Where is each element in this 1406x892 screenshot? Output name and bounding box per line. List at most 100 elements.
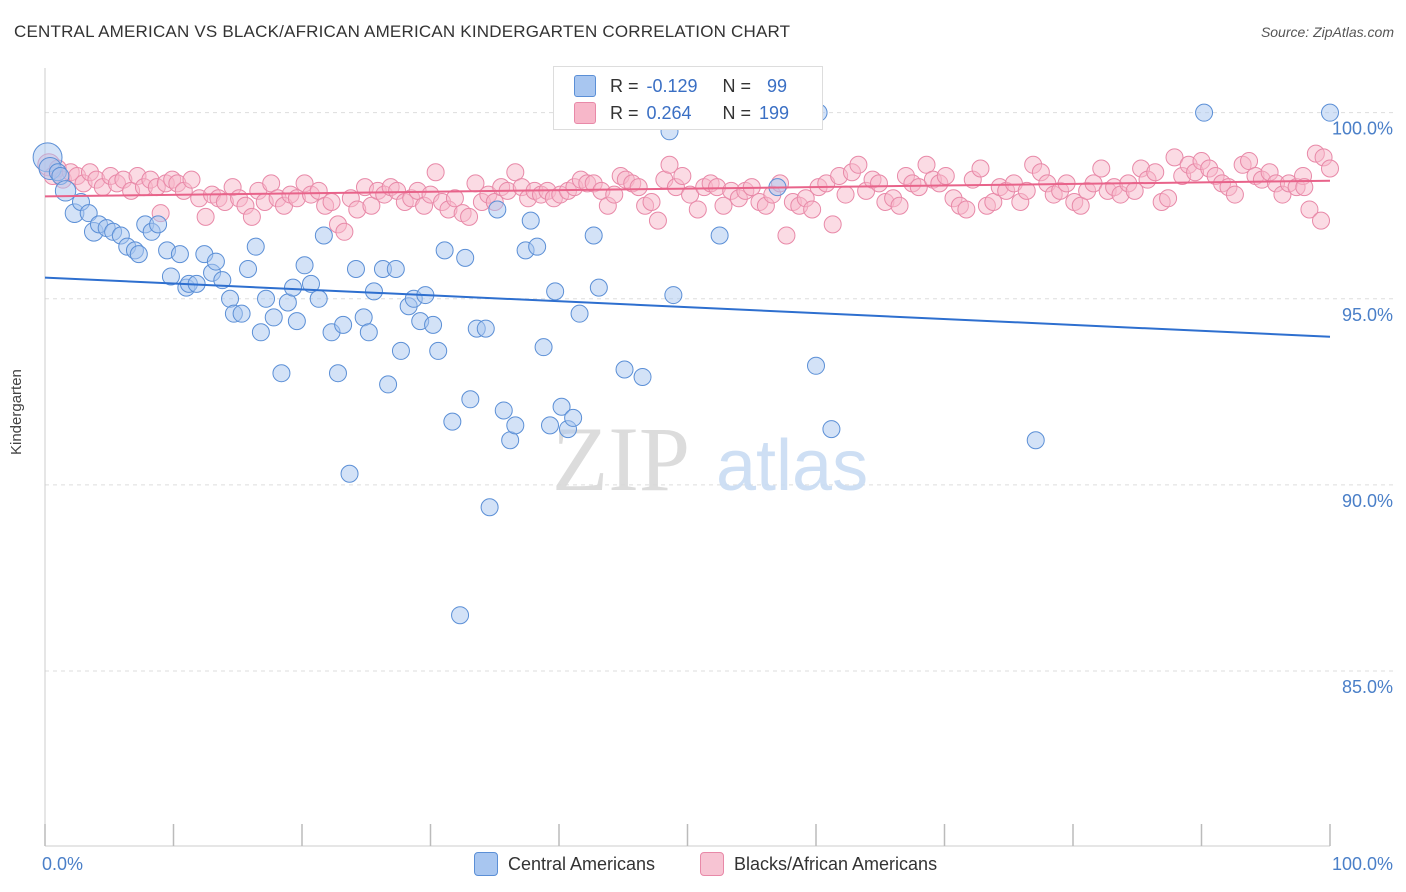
legend-label-central: Central Americans (508, 853, 656, 874)
central-point (429, 341, 448, 360)
central-point (461, 390, 480, 409)
central-point (170, 245, 189, 264)
blacks-point (957, 200, 976, 219)
blacks-point (777, 226, 796, 245)
blacks-point (803, 200, 822, 219)
chart-title: CENTRAL AMERICAN VS BLACK/AFRICAN AMERIC… (14, 22, 791, 41)
central-point (239, 260, 258, 279)
trend-lines (44, 179, 1331, 338)
central-point (161, 267, 180, 286)
central-point (564, 408, 583, 427)
watermark-atlas: atlas (716, 426, 868, 506)
blacks-point (1092, 159, 1111, 178)
blacks-point (1300, 200, 1319, 219)
central-point (272, 364, 291, 383)
central-point (546, 282, 565, 301)
central-point (528, 237, 547, 256)
central-point (488, 200, 507, 219)
blacks-point (629, 178, 648, 197)
blacks-point (445, 189, 464, 208)
central-point (213, 271, 232, 290)
blacks-point (335, 222, 354, 241)
blacks-point (1295, 178, 1314, 197)
central-point (364, 282, 383, 301)
blacks-point (1146, 163, 1165, 182)
central-point (1321, 103, 1339, 122)
y-tick-label: 85.0% (1342, 677, 1393, 697)
blacks-point (196, 207, 215, 226)
central-point (589, 278, 608, 297)
stats-row-blacks: R = 0.264 N = 199 (574, 101, 789, 125)
central-point (359, 323, 378, 342)
r-label: R = (610, 75, 639, 96)
n-value: 99 (767, 75, 788, 96)
blacks-point (984, 193, 1003, 212)
central-point (807, 356, 825, 375)
central-point (633, 367, 652, 386)
watermark: ZIP atlas (552, 408, 868, 510)
legend-label-blacks: Blacks/African Americans (734, 853, 938, 874)
central-point (615, 360, 634, 379)
central-point (149, 215, 168, 234)
blacks-point (642, 193, 661, 212)
blacks-point (1312, 211, 1331, 230)
r-value: 0.264 (646, 102, 692, 123)
central-point (534, 338, 553, 357)
central-point (541, 416, 560, 435)
blacks-point (909, 178, 928, 197)
stats-row-central: R = -0.129 N = 99 (574, 74, 787, 98)
central-swatch (574, 75, 596, 97)
blacks-point (936, 166, 955, 185)
n-value: 199 (759, 102, 790, 123)
blacks-point (890, 196, 909, 215)
blacks-swatch (574, 102, 596, 124)
blacks-point (849, 155, 868, 174)
blacks-point (1240, 152, 1259, 171)
legend-item-central[interactable]: Central Americans (474, 852, 655, 876)
central-point (340, 464, 359, 483)
central-point (257, 289, 276, 308)
central-point (386, 260, 405, 279)
r-label: R = (610, 102, 639, 123)
central-point (521, 211, 540, 230)
blacks-point (714, 196, 733, 215)
y-tick-label: 95.0% (1342, 305, 1393, 325)
blacks-point (242, 207, 261, 226)
central-point (1195, 103, 1214, 122)
blacks-point (681, 185, 700, 204)
blacks-point (506, 163, 525, 182)
blacks-point (309, 181, 328, 200)
central-point (480, 498, 499, 517)
axes (44, 68, 1331, 847)
central-point (309, 289, 328, 308)
central-point (456, 248, 475, 267)
central-point (301, 274, 320, 293)
blacks-point (869, 174, 888, 193)
blacks-point (362, 196, 381, 215)
blacks-point (1225, 185, 1244, 204)
trend-line-blacks (44, 179, 1331, 198)
n-label: N = (722, 102, 752, 123)
central-point (284, 278, 303, 297)
blacks-point (262, 174, 281, 193)
blacks-point (1165, 148, 1184, 167)
central-point (232, 304, 251, 323)
central-point (54, 180, 77, 202)
central-point (570, 304, 589, 323)
central-point (435, 241, 454, 260)
central-point (346, 260, 365, 279)
central-point (451, 606, 470, 625)
blacks-point (971, 159, 990, 178)
trend-line-central (44, 276, 1331, 338)
blacks-point (322, 193, 341, 212)
y-tick-label: 90.0% (1342, 491, 1393, 511)
central-point (710, 226, 729, 245)
blacks-point (1159, 189, 1178, 208)
legend-swatch-central (474, 852, 498, 876)
blacks-point (1071, 196, 1090, 215)
blacks-point (836, 185, 855, 204)
series-central-american-points (32, 103, 1339, 625)
legend-item-blacks[interactable]: Blacks/African Americans (700, 852, 937, 876)
central-point (287, 312, 306, 331)
central-point (391, 341, 410, 360)
